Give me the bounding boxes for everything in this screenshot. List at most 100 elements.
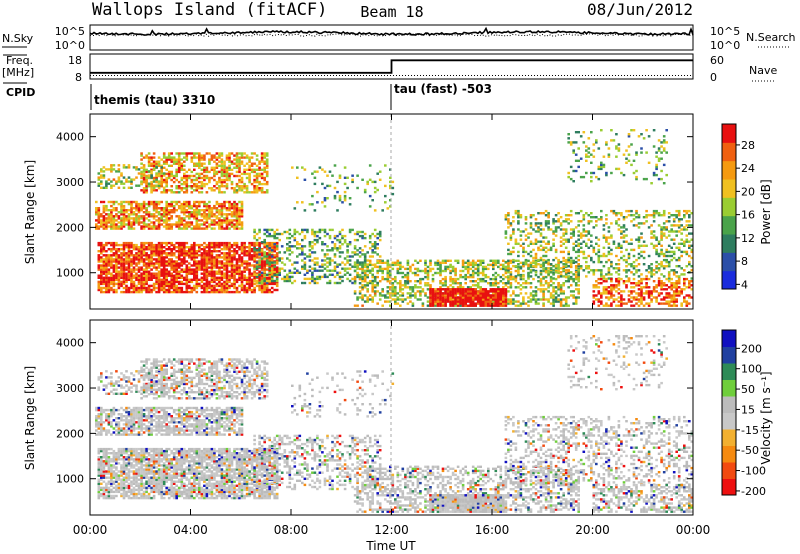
heatmap-cell <box>245 246 249 249</box>
heatmap-cell <box>245 260 249 263</box>
heatmap-cell <box>175 241 178 245</box>
heatmap-cell <box>230 256 234 259</box>
heatmap-cell <box>517 269 520 273</box>
heatmap-cell <box>384 300 387 303</box>
heatmap-cell <box>165 217 168 220</box>
heatmap-cell <box>542 212 545 215</box>
heatmap-cell <box>537 275 540 279</box>
heatmap-cell <box>250 152 254 155</box>
heatmap-cell <box>115 270 118 273</box>
heatmap-cell <box>225 248 229 251</box>
heatmap-cell <box>494 288 498 291</box>
heatmap-cell <box>517 209 520 213</box>
heatmap-cell <box>180 274 184 277</box>
heatmap-cell <box>142 227 146 230</box>
heatmap-cell <box>170 170 173 174</box>
heatmap-cell <box>434 292 437 295</box>
heatmap-cell <box>112 209 116 212</box>
heatmap-cell <box>155 286 158 290</box>
heatmap-cell <box>125 288 128 292</box>
heatmap-cell <box>208 204 211 208</box>
heatmap-cell <box>170 209 173 212</box>
heatmap-cell <box>270 272 274 275</box>
heatmap-cell <box>210 268 214 271</box>
heatmap-cell <box>253 168 256 171</box>
heatmap-cell <box>263 152 266 155</box>
heatmap-cell <box>449 290 452 293</box>
heatmap-cell <box>542 236 545 239</box>
heatmap-cell <box>175 278 178 281</box>
heatmap-cell <box>301 265 304 268</box>
heatmap-cell <box>100 170 103 173</box>
heatmap-cell <box>248 191 251 194</box>
heatmap-cell <box>238 270 241 273</box>
heatmap-cell <box>127 241 131 245</box>
heatmap-cell <box>248 268 251 271</box>
heatmap-cell <box>122 248 126 251</box>
heatmap-cell <box>193 213 196 216</box>
heatmap-cell <box>316 234 319 238</box>
heatmap-cell <box>233 200 236 204</box>
heatmap-cell <box>117 274 121 277</box>
heatmap-cell <box>215 200 219 204</box>
heatmap-cell <box>180 254 184 257</box>
heatmap-cell <box>183 156 186 159</box>
heatmap-cell <box>233 274 236 277</box>
heatmap-cell <box>481 290 485 293</box>
heatmap-cell <box>529 275 533 278</box>
heatmap-cell <box>353 290 357 293</box>
heatmap-cell <box>376 271 379 275</box>
heatmap-cell <box>210 288 214 292</box>
heatmap-cell <box>137 266 141 269</box>
heatmap-cell <box>213 189 216 192</box>
heatmap-cell <box>112 202 116 206</box>
heatmap-cell <box>494 263 498 267</box>
heatmap-cell <box>220 204 224 208</box>
heatmap-cell <box>140 243 143 247</box>
heatmap-cell <box>223 204 226 208</box>
heatmap-cell <box>328 249 332 252</box>
heatmap-cell <box>637 238 641 241</box>
heatmap-cell <box>386 273 390 277</box>
heatmap-cell <box>529 298 533 301</box>
heatmap-cell <box>147 272 151 275</box>
heatmap-cell <box>615 222 618 225</box>
heatmap-cell <box>132 256 136 259</box>
heatmap-cell <box>225 154 229 157</box>
heatmap-cell <box>549 269 553 273</box>
heatmap-cell <box>112 288 116 292</box>
heatmap-cell <box>361 277 364 281</box>
heatmap-cell <box>198 243 201 247</box>
heatmap-cell <box>358 292 362 295</box>
heatmap-cell <box>130 282 133 286</box>
heatmap-cell <box>210 219 214 222</box>
heatmap-cell <box>424 294 427 297</box>
heatmap-cell <box>265 234 269 238</box>
heatmap-cell <box>592 271 596 274</box>
heatmap-cell <box>157 217 161 220</box>
heatmap-cell <box>190 286 194 290</box>
heatmap-cell <box>429 267 432 271</box>
heatmap-cell <box>419 294 422 297</box>
heatmap-cell <box>258 288 261 292</box>
heatmap-cell <box>587 230 591 233</box>
heatmap-cell <box>479 288 482 291</box>
heatmap-cell <box>210 154 214 157</box>
heatmap-cell <box>127 290 131 294</box>
heatmap-cell <box>223 256 226 259</box>
heatmap-cell <box>208 243 211 247</box>
heatmap-cell <box>567 222 570 225</box>
heatmap-cell <box>198 158 201 161</box>
heatmap-cell <box>311 241 314 244</box>
heatmap-cell <box>401 300 405 303</box>
heatmap-cell <box>459 294 462 297</box>
heatmap-cell <box>145 187 148 190</box>
heatmap-cell <box>336 273 339 276</box>
heatmap-cell <box>142 170 146 173</box>
heatmap-cell <box>183 241 186 245</box>
heatmap-cell <box>160 172 163 175</box>
heatmap-cell <box>225 276 229 279</box>
heatmap-cell <box>507 275 510 278</box>
heatmap-cell <box>429 300 432 303</box>
heatmap-cell <box>280 267 284 270</box>
